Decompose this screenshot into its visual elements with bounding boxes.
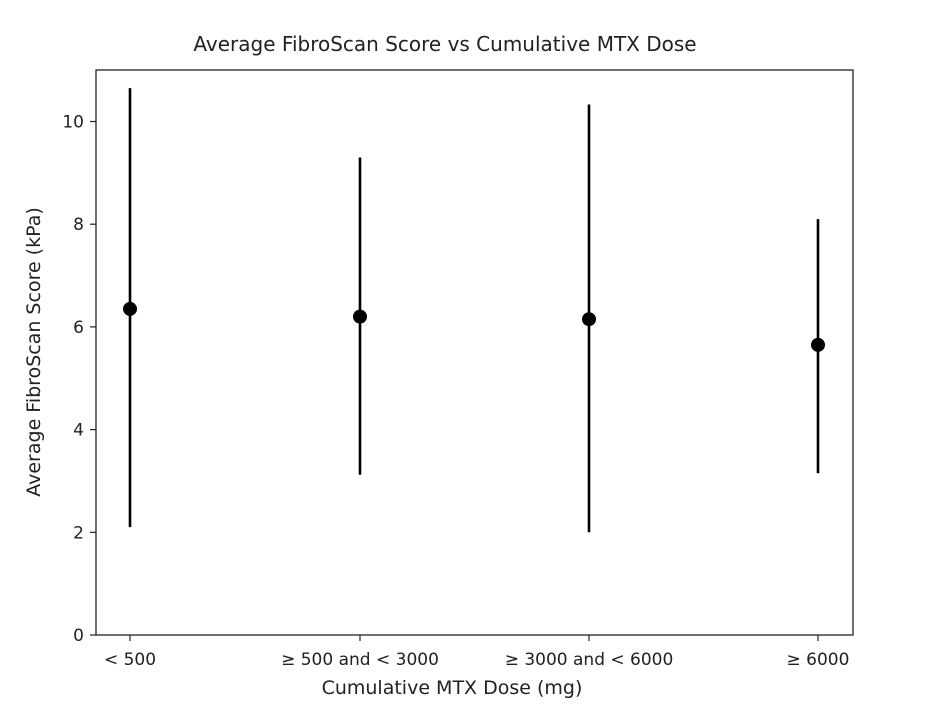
y-tick-label: 4 — [73, 421, 84, 441]
mean-point — [811, 337, 825, 352]
y-axis-label: Average FibroScan Score (kPa) — [23, 207, 45, 497]
y-tick-label: 6 — [73, 318, 84, 338]
plot-frame — [95, 69, 854, 636]
error-bars — [128, 88, 820, 533]
mean-point — [123, 301, 137, 316]
y-tick-label: 2 — [73, 523, 84, 543]
y-axis: 0 2 4 6 8 10 — [62, 113, 96, 646]
mean-point — [582, 312, 596, 327]
x-axis: < 500 ≥ 500 and < 3000 ≥ 3000 and < 6000 ≥ … — [104, 635, 850, 670]
y-tick-label: 8 — [73, 215, 84, 235]
x-tick-label: ≥ 3000 and < 6000 — [505, 650, 674, 670]
y-tick-label: 10 — [62, 113, 84, 133]
x-tick-label: < 500 — [104, 650, 156, 670]
y-tick-label: 0 — [73, 626, 84, 646]
x-tick-label: ≥ 6000 — [787, 650, 850, 670]
mean-point — [353, 309, 367, 324]
x-tick-label: ≥ 500 and < 3000 — [281, 650, 439, 670]
chart-title: Average FibroScan Score vs Cumulative MT… — [193, 32, 696, 56]
data-points — [123, 301, 825, 352]
x-axis-label: Cumulative MTX Dose (mg) — [322, 677, 583, 699]
